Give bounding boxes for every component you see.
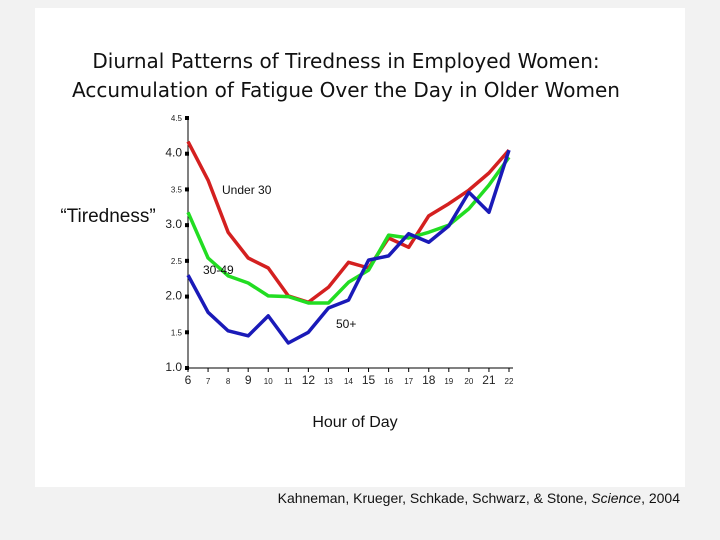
y-axis-label: “Tiredness” <box>60 206 155 227</box>
y-tick-label: 2.5 <box>171 257 183 266</box>
y-tick-label: 4.5 <box>171 114 183 123</box>
x-tick-label: 11 <box>284 377 293 386</box>
x-tick-label: 21 <box>482 373 496 387</box>
source-authors: Kahneman, Krueger, Schkade, Schwarz, & S… <box>278 490 592 506</box>
y-tick <box>185 151 189 156</box>
y-tick <box>185 294 189 299</box>
series-label: 50+ <box>336 317 356 331</box>
title-line: Diurnal Patterns of Tiredness in Employe… <box>92 49 599 73</box>
y-tick-label: 1.5 <box>171 328 183 337</box>
series-line <box>186 140 511 305</box>
x-tick-label: 6 <box>185 373 192 387</box>
y-tick-label: 3.0 <box>165 217 182 231</box>
x-tick-label: 16 <box>384 377 393 386</box>
series-line <box>186 149 511 345</box>
y-tick <box>185 366 189 370</box>
y-tick <box>185 223 189 228</box>
y-tick-label: 2.0 <box>165 289 182 303</box>
x-tick-label: 10 <box>264 377 273 386</box>
x-tick-label: 9 <box>245 373 252 387</box>
source-journal: Science <box>591 490 641 506</box>
x-tick-label: 14 <box>344 377 353 386</box>
x-tick-label: 7 <box>206 377 211 386</box>
source-year: , 2004 <box>641 490 680 506</box>
title-line: Accumulation of Fatigue Over the Day in … <box>72 78 620 102</box>
source: Kahneman, Krueger, Schkade, Schwarz, & S… <box>278 490 681 506</box>
x-tick-label: 8 <box>226 377 231 386</box>
x-tick-label: 20 <box>464 377 473 386</box>
series-line <box>186 156 511 305</box>
y-tick <box>185 330 189 335</box>
series-label: Under 30 <box>222 183 272 197</box>
y-tick <box>185 116 189 120</box>
x-tick-label: 12 <box>302 373 316 387</box>
y-tick-label: 4.0 <box>165 146 182 160</box>
slide-panel <box>35 8 685 487</box>
x-axis-label: Hour of Day <box>312 414 397 431</box>
x-tick-label: 13 <box>324 377 333 386</box>
x-tick-label: 17 <box>404 377 413 386</box>
series-label: 30-49 <box>203 263 234 277</box>
y-tick-label: 3.5 <box>171 185 183 194</box>
x-tick-label: 15 <box>362 373 376 387</box>
x-tick-label: 18 <box>422 373 436 387</box>
y-tick <box>185 258 189 263</box>
y-tick <box>185 187 189 192</box>
x-tick-label: 22 <box>505 377 514 386</box>
x-tick-label: 19 <box>444 377 453 386</box>
y-tick-label: 1.0 <box>165 360 182 374</box>
